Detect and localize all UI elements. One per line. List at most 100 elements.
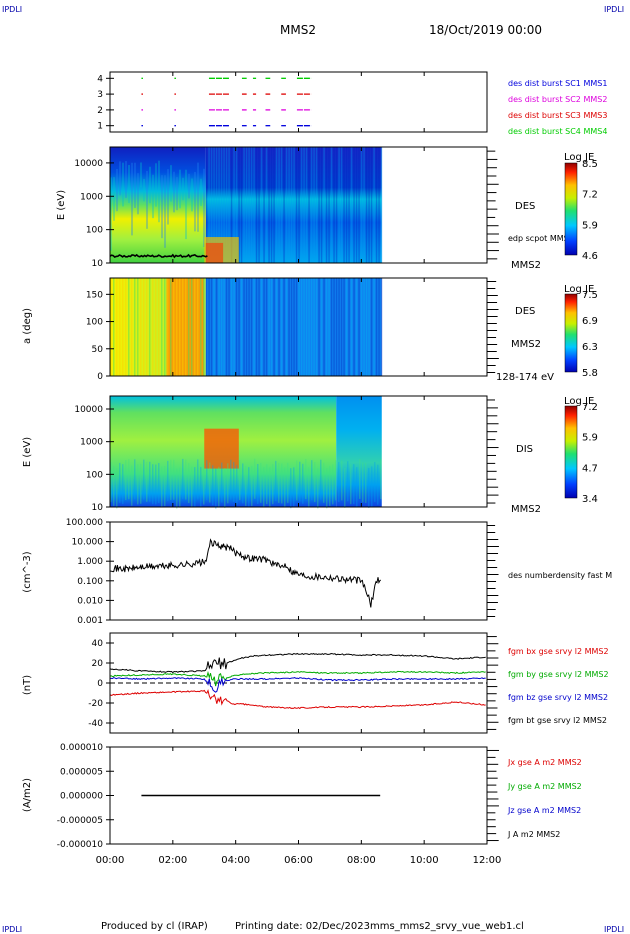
dis-energy-striation xyxy=(299,461,301,502)
des-pitch-striation xyxy=(146,278,148,376)
dis-energy-striation xyxy=(167,460,169,501)
des-pitch-striation xyxy=(360,278,363,376)
des-pitch-striation xyxy=(188,278,190,376)
des-pitch-striation xyxy=(310,278,313,376)
density-y-tick-label: 0.100 xyxy=(77,577,103,587)
dis-energy-striation xyxy=(194,467,196,508)
burst-legend-sc3: des dist burst SC3 MMS3 xyxy=(508,111,607,120)
des-pitch-label: DES xyxy=(515,306,535,317)
dis-energy-striation xyxy=(191,466,193,507)
dis-energy-striation xyxy=(365,462,367,503)
des-energy-striation xyxy=(298,147,300,263)
dis-energy-striation xyxy=(131,465,133,506)
x-tick-label: 04:00 xyxy=(221,855,250,866)
des-energy-striation xyxy=(348,147,350,263)
spacecraft-title: MMS2 xyxy=(280,23,316,37)
des-pitch-striation xyxy=(368,278,370,376)
des-energy-striation xyxy=(245,147,248,263)
des-energy-striation xyxy=(179,169,181,209)
des-pitch-striation xyxy=(210,278,213,376)
dis-energy-striation xyxy=(227,463,229,504)
des-pitch-striation xyxy=(208,278,210,376)
dis-energy-striation xyxy=(215,468,217,509)
dis-energy-striation xyxy=(188,463,190,504)
footer-printing-date: Printing date: 02/Dec/2023 xyxy=(235,921,370,932)
colorbar-des-energy xyxy=(564,162,578,256)
des-pitch-striation xyxy=(348,278,350,376)
des-energy-striation xyxy=(223,147,225,263)
des-pitch-hot-region xyxy=(166,278,205,376)
dis-energy-striation xyxy=(125,460,127,501)
des-pitch-striation xyxy=(260,278,263,376)
des-energy-striation xyxy=(373,147,375,263)
corner-label-top-right: IPDLI xyxy=(604,5,624,14)
des-pitch-striation xyxy=(263,278,265,376)
dis-energy-striation xyxy=(380,459,382,500)
des-pitch-striation xyxy=(149,278,151,376)
des-pitch-striation xyxy=(288,278,290,376)
des-energy-striation xyxy=(350,147,353,263)
current-y-tick-label: -0.000005 xyxy=(57,816,103,826)
des-energy-striation xyxy=(213,147,215,263)
des-pitch-striation xyxy=(161,278,163,376)
des-pitch-striation xyxy=(328,278,330,376)
des-pitch-striation xyxy=(125,278,127,376)
fgm-ylabel: (nT) xyxy=(22,675,33,695)
dis-energy-striation xyxy=(248,467,250,508)
fgm-legend-3: fgm bt gse srvy l2 MMS2 xyxy=(508,716,607,725)
burst-y-tick-label: 2 xyxy=(97,106,103,116)
dis-energy-striation xyxy=(254,458,256,499)
dis-energy-striation xyxy=(302,463,304,504)
des-energy-striation xyxy=(363,147,365,263)
current-legend-0: Jx gse A m2 MMS2 xyxy=(507,758,582,767)
des-energy-striation xyxy=(253,147,255,263)
des-energy-striation xyxy=(140,162,142,188)
des-pitch-striation xyxy=(350,278,353,376)
des-energy-striation xyxy=(375,147,378,263)
des-energy-striation xyxy=(355,147,358,263)
colorbar-title-des-energy: Log JE xyxy=(564,152,594,163)
des-pitch-striation xyxy=(300,278,303,376)
des-pitch-y-tick-label: 150 xyxy=(86,290,103,300)
des-energy-striation xyxy=(243,147,245,263)
des-energy-striation xyxy=(265,147,268,263)
fgm-series-line-1 xyxy=(109,670,486,687)
des-pitch-striation xyxy=(113,278,115,376)
des-pitch-striation xyxy=(375,278,378,376)
density-ylabel: (cm^-3) xyxy=(22,551,33,592)
des-pitch-striation xyxy=(250,278,253,376)
des-pitch-striation xyxy=(122,278,124,376)
x-tick-label: 08:00 xyxy=(347,855,376,866)
dis-energy-striation xyxy=(326,468,328,509)
dis-energy-striation xyxy=(119,462,121,503)
des-energy-striation xyxy=(378,147,380,263)
des-energy-striation xyxy=(167,169,169,225)
des-energy-striation xyxy=(330,147,333,263)
dis-energy-striation xyxy=(236,465,238,506)
colorbar-title-dis-energy: Log JE xyxy=(564,396,594,407)
dis-energy-hot-region xyxy=(204,428,239,469)
dis-energy-striation xyxy=(323,462,325,503)
des-energy-y-tick-label: 100 xyxy=(86,226,103,236)
des-pitch-striation xyxy=(215,278,218,376)
colorbar-dis-energy xyxy=(564,405,578,499)
des-pitch-striation xyxy=(197,278,199,376)
fgm-y-tick-label: 20 xyxy=(92,659,104,669)
colorbar-tick-des-pitch: 7.5 xyxy=(582,290,598,301)
des-energy-striation xyxy=(308,147,310,263)
dis-energy-striation xyxy=(362,462,364,503)
colorbar-des-pitch xyxy=(564,293,578,373)
des-energy-striation xyxy=(333,147,335,263)
colorbar-tick-des-energy: 8.5 xyxy=(582,159,598,170)
des-pitch-y-tick-label: 50 xyxy=(92,345,104,355)
des-energy-striation xyxy=(197,162,199,232)
density-panel-frame xyxy=(109,521,488,621)
x-tick-label: 12:00 xyxy=(473,855,502,866)
dis-energy-striation xyxy=(242,463,244,504)
des-pitch-striation xyxy=(230,278,233,376)
des-pitch-striation xyxy=(298,278,300,376)
des-energy-striation xyxy=(263,147,265,263)
dis-energy-striation xyxy=(305,459,307,500)
dis-energy-striation xyxy=(290,468,292,509)
dis-energy-spectrogram-late xyxy=(336,396,382,507)
